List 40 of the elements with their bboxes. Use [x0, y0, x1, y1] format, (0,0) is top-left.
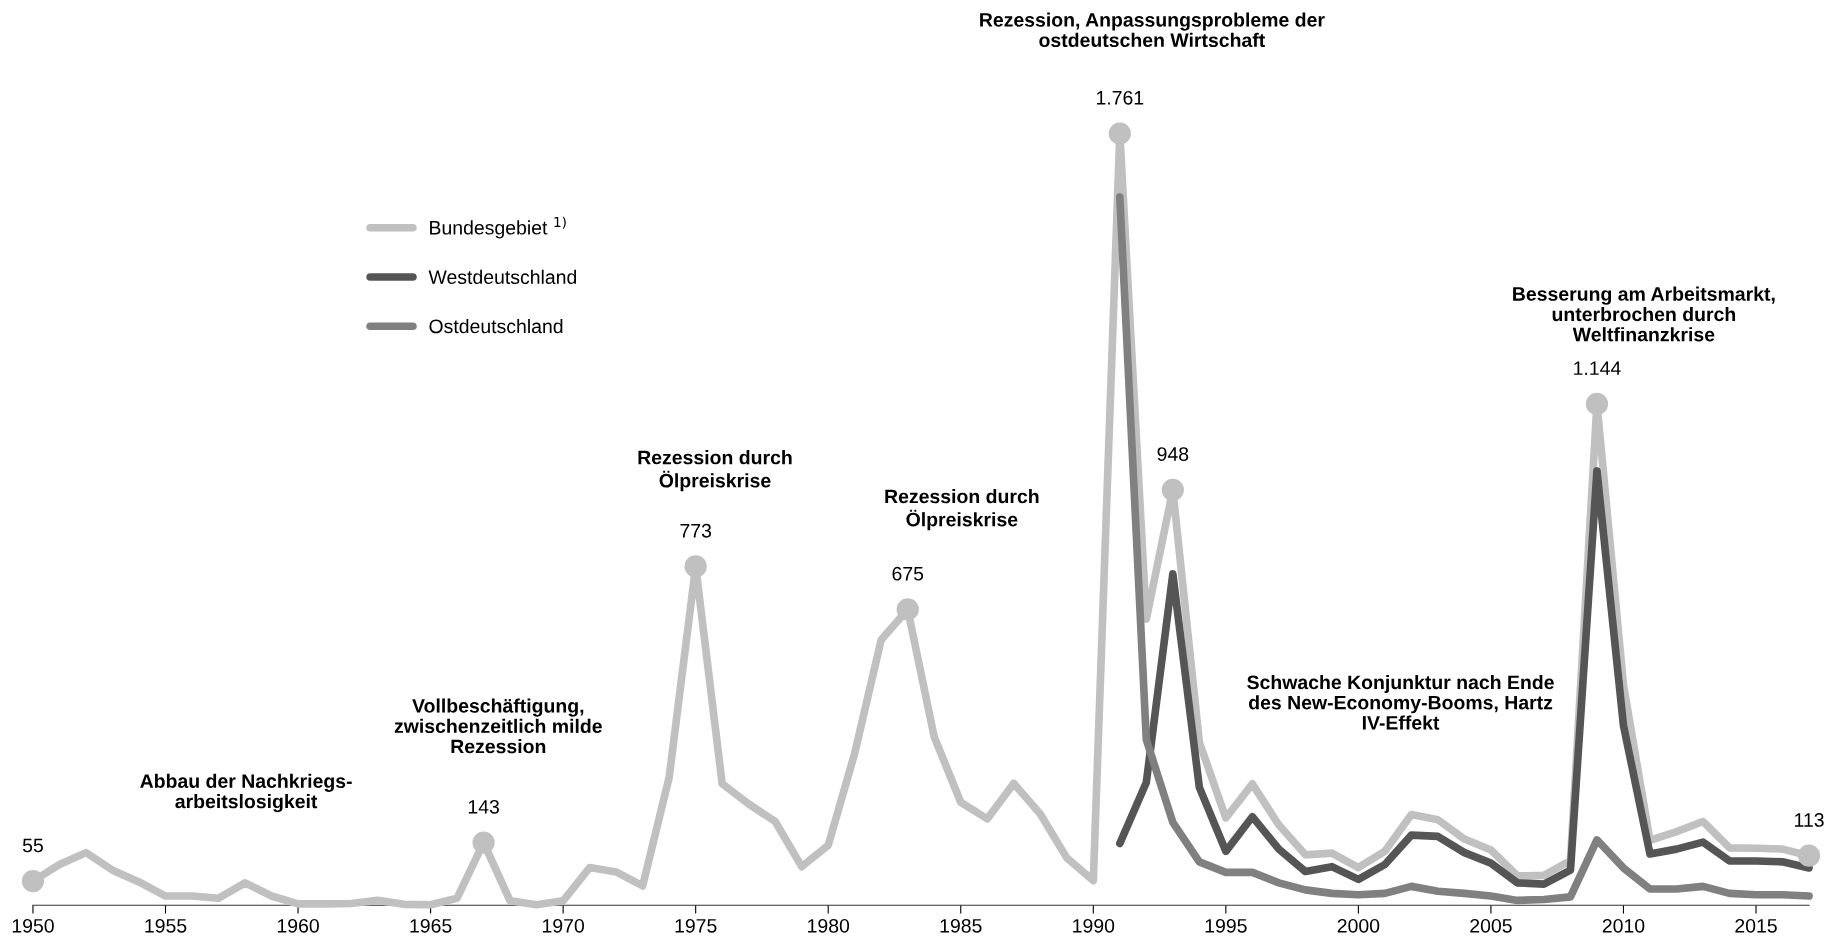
text: Rezession, Anpassungsprobleme der ostdeutschen Wirtschaft [980, 12, 1325, 48]
annotation: Rezession durch Ölpreiskrise [885, 489, 1039, 531]
legend-label: Westdeutschland [428, 269, 577, 285]
point [684, 555, 707, 578]
annotation: Schwache Konjunktur nach Ende des New-Economy-Booms, Hartz IV-Effekt [1247, 674, 1554, 730]
x-tick-label: 1965 [410, 918, 452, 933]
x-tick-label: 1985 [940, 918, 982, 933]
x-tick-label: 1970 [542, 918, 584, 933]
point [1797, 844, 1821, 867]
point [1585, 392, 1609, 416]
x-tick-label: 1975 [675, 918, 717, 933]
x-tick-label: 2015 [1735, 918, 1777, 933]
annotation: Rezession durch Ölpreiskrise [638, 450, 792, 492]
x-tick-label: 1995 [1205, 918, 1247, 933]
data-label: 773 [680, 523, 712, 538]
x-tick-label: 2005 [1470, 918, 1512, 933]
point [896, 598, 919, 621]
point [472, 831, 495, 854]
x-tick-label: 1990 [1073, 918, 1115, 933]
x-tick-label: 1960 [277, 918, 319, 933]
point [1161, 478, 1184, 501]
x-tick-label: 1980 [808, 918, 850, 933]
data-label: 113 [1795, 813, 1824, 827]
data-label: 1.144 [1574, 361, 1621, 375]
x-tick-label: 1955 [145, 918, 187, 933]
data-label: 948 [1157, 447, 1189, 461]
legend-label: Ostdeutschland [429, 318, 563, 334]
annotation: Besserung am Arbeitsmarkt, unterbrochen durch Weltfinanzkrise [1513, 286, 1775, 342]
point [1108, 122, 1131, 145]
data-label: 1.761 [1096, 90, 1144, 105]
point [21, 870, 45, 893]
legend-label: Bundesgebiet $^{1)}$ [430, 216, 566, 239]
annotation: Abbau der Nachkriegs- arbeitslosigkeit [140, 773, 352, 813]
annotation: Vollbeschäftigung, zwischenzeitlich milde Rezession [394, 698, 602, 754]
data-label: 675 [892, 566, 924, 581]
x-tick-label: 2000 [1337, 918, 1380, 933]
data-label: 55 [22, 838, 43, 853]
x-tick-label: 2010 [1602, 918, 1645, 933]
data-label: 143 [468, 799, 499, 814]
x-tick-label: 1950 [12, 918, 54, 933]
